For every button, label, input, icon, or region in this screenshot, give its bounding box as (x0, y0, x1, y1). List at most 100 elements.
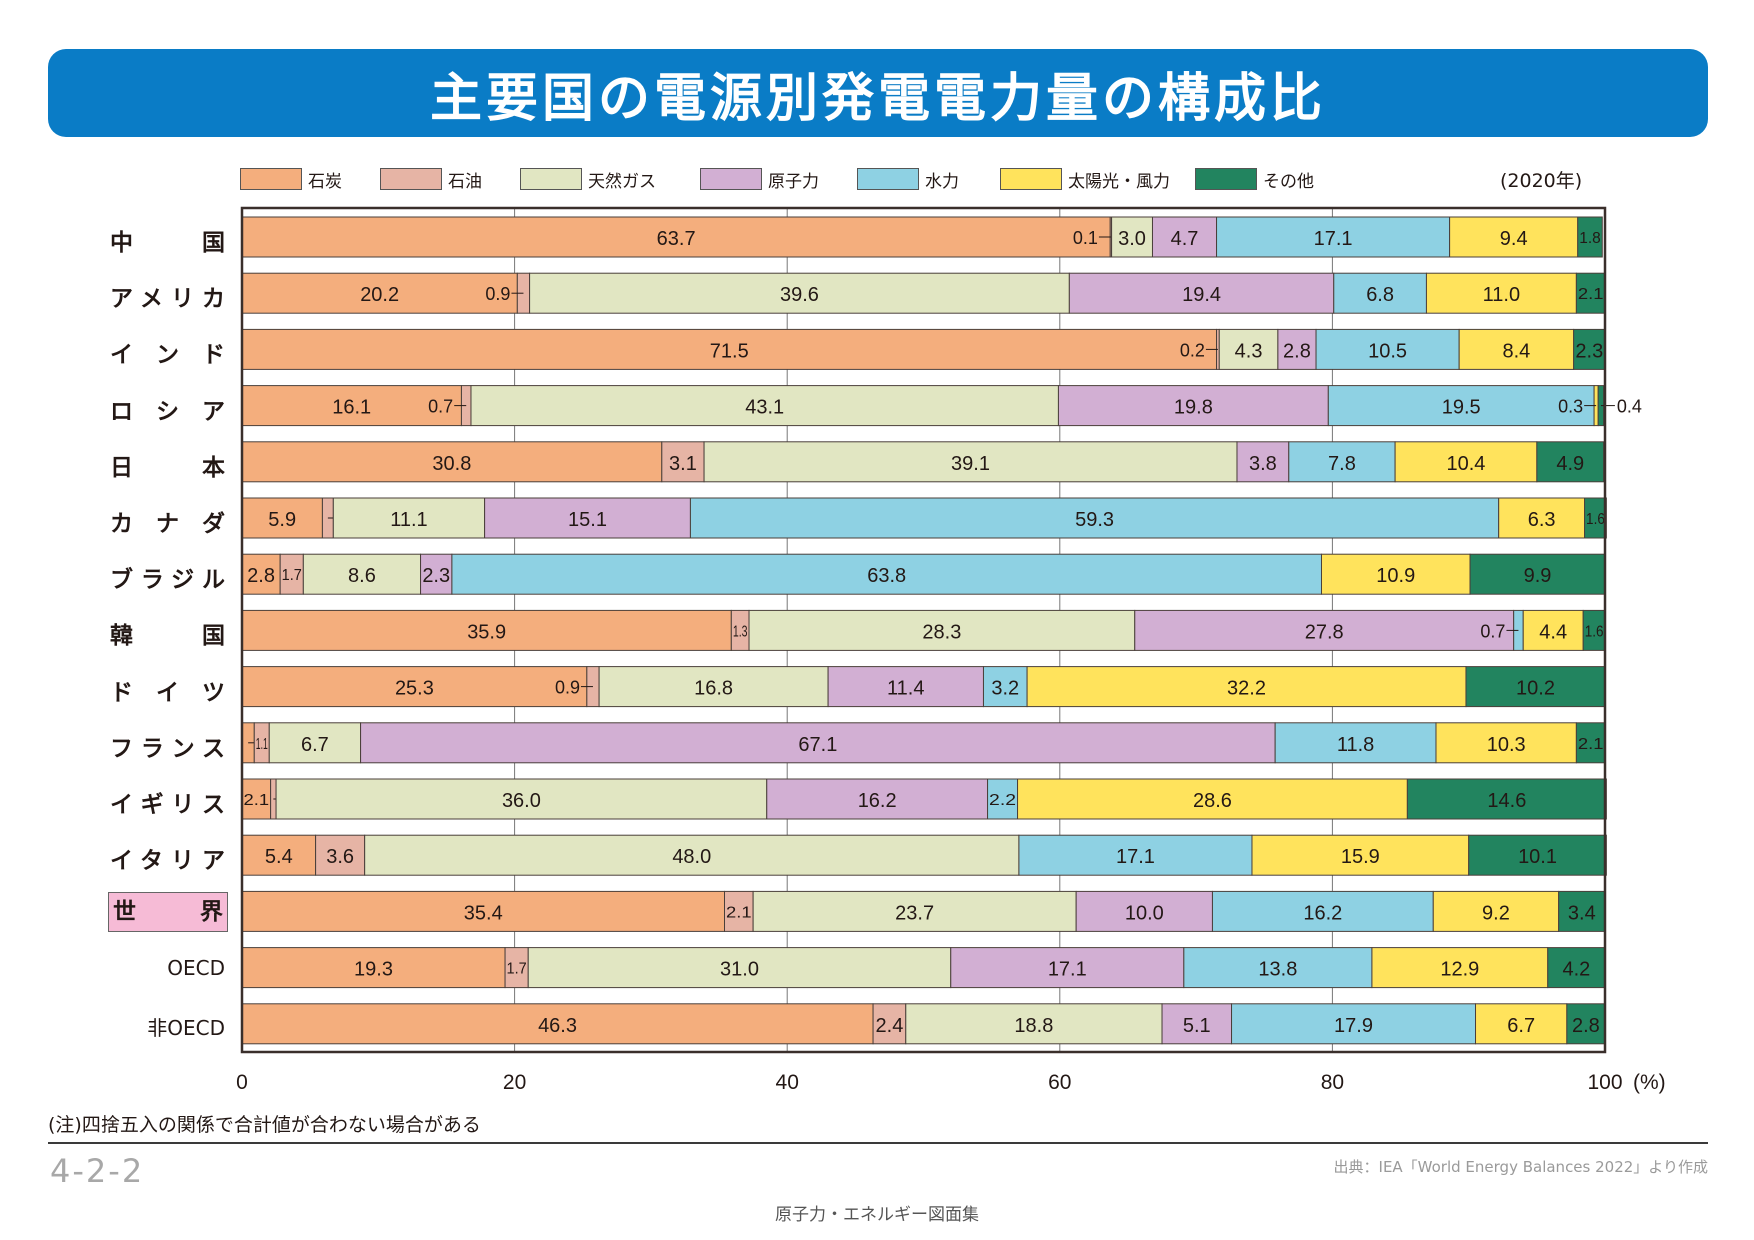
book-title: 原子力・エネルギー図面集 (775, 1205, 979, 1225)
bar-segment (1236, 441, 1290, 483)
bar-segment (1449, 216, 1579, 258)
data-label: 2.8 (247, 565, 275, 587)
data-label: 2.1 (726, 904, 752, 921)
data-label: 23.7 (895, 902, 934, 924)
data-label: 0.3 (1558, 397, 1583, 417)
x-axis-label: (%) (1633, 1071, 1666, 1094)
legend-label: 石油 (448, 171, 482, 192)
data-label: 1.6 (1585, 623, 1604, 640)
data-label: 3.1 (669, 453, 697, 475)
data-label: 1.7 (507, 961, 527, 978)
data-label: 10.2 (1516, 678, 1555, 700)
data-label: 59.3 (1075, 509, 1114, 531)
bar-segment (1469, 553, 1606, 595)
data-label: 9.4 (1500, 228, 1528, 250)
category-label: カ ナ ダ (110, 511, 225, 537)
data-label: 1.1 (256, 736, 268, 753)
bar-segment (1231, 1003, 1477, 1045)
data-label: 16.2 (858, 790, 897, 812)
data-label: 31.0 (720, 959, 759, 981)
bar-segment (1575, 722, 1606, 764)
bar-segment (1315, 328, 1460, 370)
bar-segment (1211, 890, 1434, 932)
bar-segment (987, 778, 1019, 820)
page-title: 主要国の電源別発電電力量の構成比 (429, 68, 1326, 129)
bar-segment (1075, 890, 1213, 932)
bar-segment (1522, 609, 1584, 651)
category-label: ブラジル (110, 567, 225, 594)
legend-label: 太陽光・風力 (1068, 171, 1170, 192)
data-label: 3.8 (1249, 453, 1277, 475)
x-tick-label: 80 (1321, 1071, 1344, 1094)
bar-segment (529, 272, 1070, 314)
data-label: 16.2 (1303, 902, 1342, 924)
data-label: 13.8 (1258, 959, 1297, 981)
data-label: 9.9 (1524, 565, 1552, 587)
data-label: 2.8 (1572, 1015, 1600, 1037)
data-label: 3.2 (991, 678, 1019, 700)
data-label: 4.7 (1171, 228, 1199, 250)
data-label: 48.0 (672, 846, 711, 868)
bar-segment (703, 441, 1238, 483)
data-label: 2.2 (989, 792, 1016, 809)
bar-segment (1584, 497, 1607, 539)
data-label: 2.1 (1578, 286, 1604, 303)
data-label: 19.4 (1182, 284, 1221, 306)
bar-segment (1017, 778, 1408, 820)
bar-segment (241, 666, 588, 708)
data-label: 19.5 (1442, 397, 1481, 419)
bar-segment (689, 497, 1500, 539)
bar-segment (1274, 722, 1437, 764)
data-label: 25.3 (395, 678, 434, 700)
data-label: 35.4 (464, 902, 503, 924)
bar-segment (241, 497, 323, 539)
data-label: 15.9 (1341, 846, 1380, 868)
footer-divider (48, 1142, 1708, 1144)
legend-swatch (240, 168, 302, 190)
x-tick-label: 100 (1587, 1071, 1622, 1094)
data-label: 71.5 (710, 340, 749, 362)
data-label: 6.7 (1507, 1015, 1535, 1037)
legend-label: その他 (1263, 171, 1314, 192)
data-label: 5.1 (1183, 1015, 1211, 1037)
bar-segment (1406, 778, 1607, 820)
bar-segment (827, 666, 984, 708)
legend-item: 天然ガス (520, 166, 656, 192)
legend-item: 石油 (380, 166, 482, 192)
bar-segment (982, 666, 1028, 708)
bar-segment (752, 890, 1077, 932)
rounding-note: (注)四捨五入の関係で合計値が合わない場合がある (48, 1114, 481, 1136)
legend-item: 原子力 (700, 166, 819, 192)
stacked-bar-chart: 63.7 0.1 3.0 4.7 17.1 9.4 1.8 20.2 0.9 39.6 19.4 6.… (236, 206, 1666, 1094)
bar-segment (1134, 609, 1515, 651)
data-label: 6.7 (301, 734, 329, 756)
bar-segment (1277, 328, 1317, 370)
data-label: 2.1 (244, 792, 270, 809)
data-label: 43.1 (745, 397, 784, 419)
data-label: 10.0 (1125, 902, 1164, 924)
data-label: 28.6 (1193, 790, 1232, 812)
category-label: フランス (110, 735, 225, 762)
data-label: 32.2 (1227, 678, 1266, 700)
data-label: 1.3 (733, 623, 748, 640)
bar-segment (598, 666, 829, 708)
bar-segment (1333, 272, 1427, 314)
data-label: 11.1 (390, 509, 427, 531)
data-label: 11.0 (1483, 284, 1520, 306)
bar-segment (1026, 666, 1467, 708)
plot-frame (240, 206, 1607, 1054)
data-label: 17.1 (1116, 846, 1155, 868)
data-label: 11.8 (1337, 734, 1374, 756)
data-label: 3.4 (1568, 902, 1596, 924)
legend-swatch (857, 168, 919, 190)
bar-segment (241, 272, 518, 314)
data-label: 2.1 (1578, 736, 1604, 753)
data-label: 5.9 (268, 509, 296, 531)
data-label: 4.3 (1235, 340, 1263, 362)
bar-segment (1218, 328, 1279, 370)
legend-swatch (1000, 168, 1062, 190)
x-tick-label: 40 (776, 1071, 799, 1094)
legend-swatch (380, 168, 442, 190)
data-label: 1.6 (1586, 511, 1605, 528)
legend-swatch (700, 168, 762, 190)
